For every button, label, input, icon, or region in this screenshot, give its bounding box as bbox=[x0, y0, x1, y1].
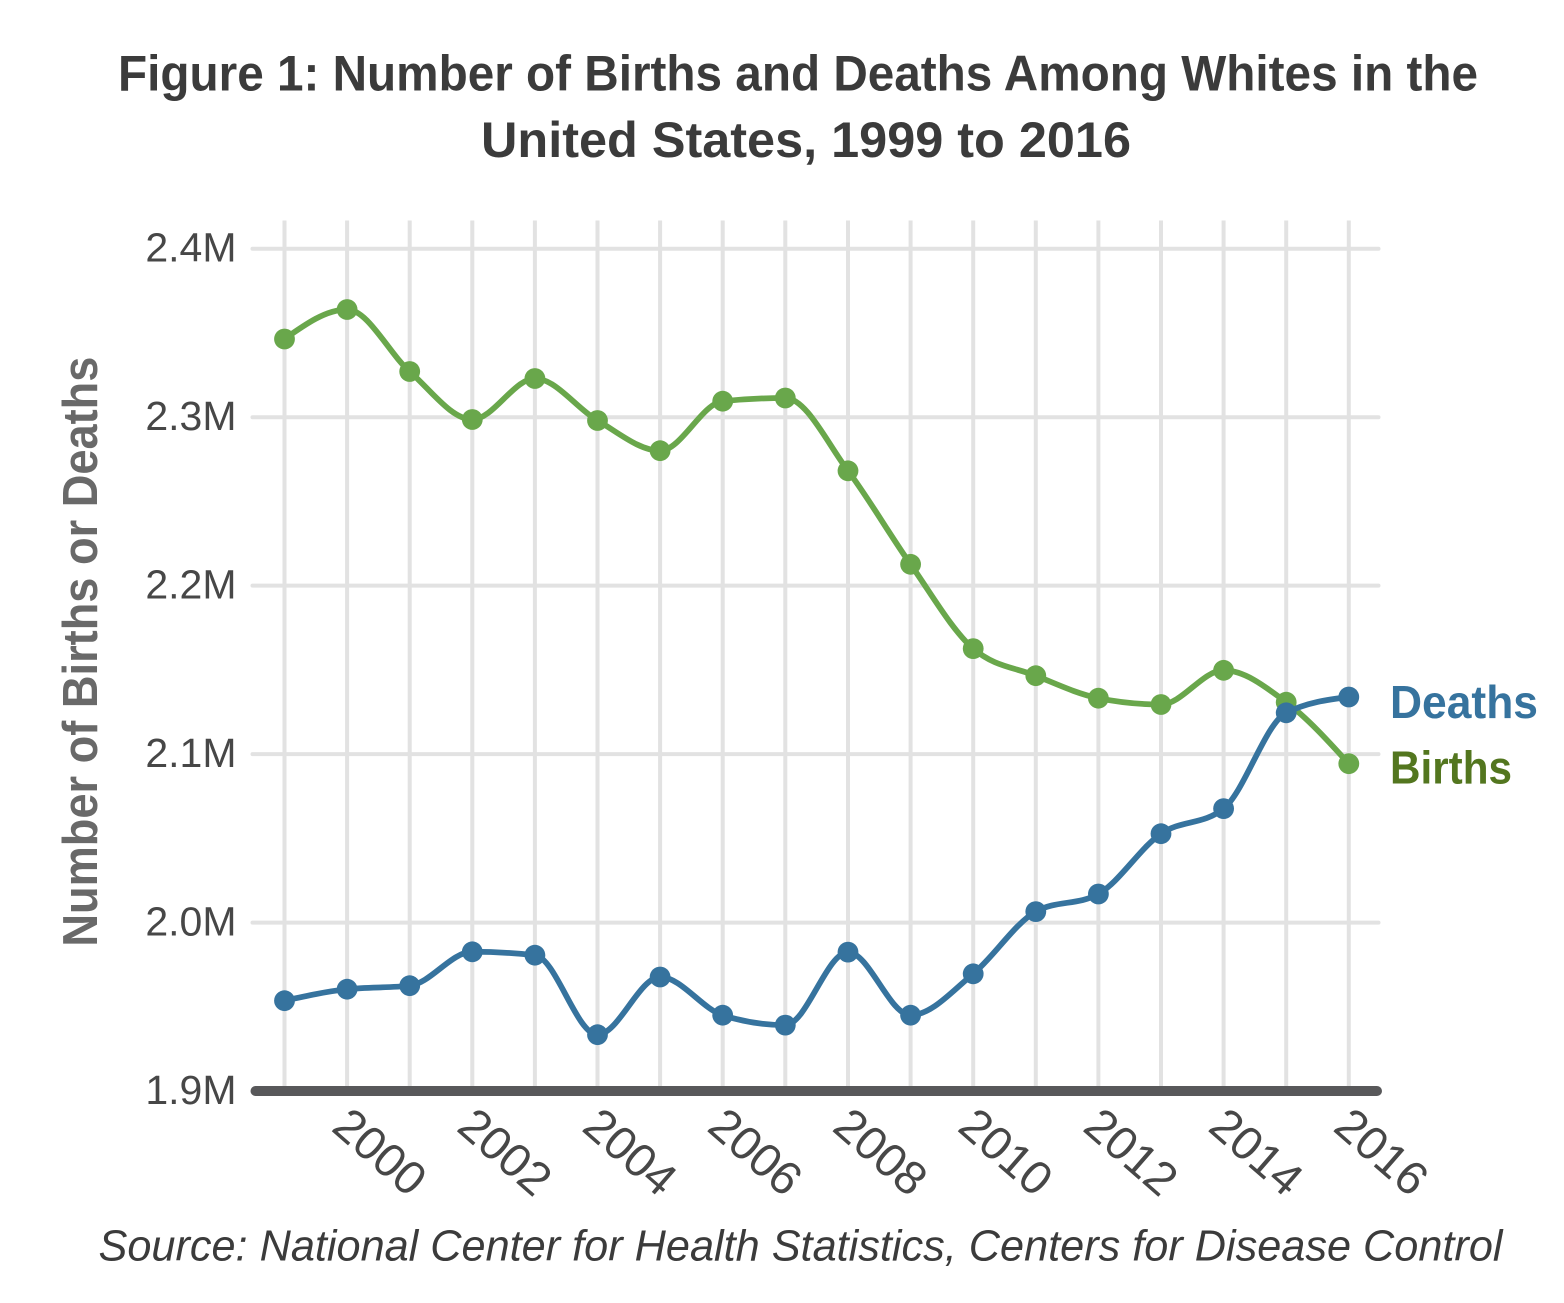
svg-text:Figure 1: Number of Births and: Figure 1: Number of Births and Deaths Am… bbox=[118, 45, 1478, 101]
svg-text:2.1M: 2.1M bbox=[145, 730, 236, 776]
svg-text:2.0M: 2.0M bbox=[145, 899, 236, 945]
svg-text:United States, 1999 to 2016: United States, 1999 to 2016 bbox=[481, 112, 1131, 168]
svg-text:Deaths: Deaths bbox=[1390, 676, 1538, 728]
svg-text:2.2M: 2.2M bbox=[145, 562, 236, 608]
svg-text:Births: Births bbox=[1390, 741, 1512, 793]
svg-text:1.9M: 1.9M bbox=[145, 1067, 236, 1113]
svg-text:2.4M: 2.4M bbox=[145, 225, 236, 271]
svg-text:Source: National Center for He: Source: National Center for Health Stati… bbox=[99, 1222, 1504, 1271]
svg-text:2.3M: 2.3M bbox=[145, 393, 236, 439]
svg-text:Number of Births or Deaths: Number of Births or Deaths bbox=[54, 357, 108, 947]
